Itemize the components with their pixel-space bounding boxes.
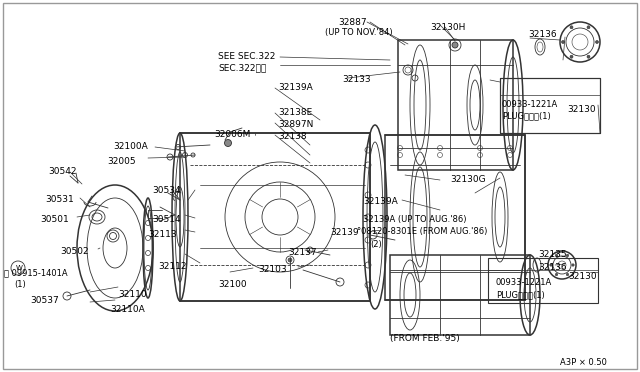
Bar: [488, 258, 598, 303]
Bar: [398, 40, 513, 170]
Text: (2): (2): [370, 240, 381, 249]
Text: 32136: 32136: [538, 263, 566, 272]
Text: 30542: 30542: [48, 167, 77, 176]
Circle shape: [452, 42, 458, 48]
Text: 32005: 32005: [107, 157, 136, 166]
Bar: [500, 78, 600, 133]
Text: (1): (1): [14, 280, 26, 289]
Circle shape: [556, 254, 557, 257]
Circle shape: [566, 254, 569, 257]
Text: 32103: 32103: [258, 265, 287, 274]
Circle shape: [587, 55, 590, 58]
Text: 32100: 32100: [218, 280, 246, 289]
Text: ⓘ 09915-1401A: ⓘ 09915-1401A: [4, 268, 68, 277]
Text: 32139A (UP TO AUG.'86): 32139A (UP TO AUG.'86): [363, 215, 467, 224]
Bar: [500, 78, 600, 133]
Text: 32130H: 32130H: [430, 23, 465, 32]
Text: (UP TO NOV.'84): (UP TO NOV.'84): [325, 28, 392, 37]
Text: 32138E: 32138E: [278, 108, 312, 117]
Text: 32137: 32137: [288, 248, 317, 257]
Circle shape: [550, 264, 552, 266]
Bar: [180, 133, 370, 301]
Bar: [390, 255, 530, 335]
Circle shape: [225, 140, 232, 147]
Text: SEE SEC.322: SEE SEC.322: [218, 52, 275, 61]
Circle shape: [561, 41, 564, 44]
Text: PLUGプラグ(1): PLUGプラグ(1): [496, 290, 545, 299]
Text: 32139A: 32139A: [278, 83, 313, 92]
Text: 32113: 32113: [148, 230, 177, 239]
Text: SEC.322参照: SEC.322参照: [218, 63, 266, 72]
Text: A3P × 0.50: A3P × 0.50: [560, 358, 607, 367]
Text: PLUGプラグ(1): PLUGプラグ(1): [502, 111, 551, 120]
Text: 32112: 32112: [158, 262, 186, 271]
Text: 32133: 32133: [342, 75, 371, 84]
Circle shape: [595, 41, 598, 44]
Text: 32130: 32130: [568, 272, 596, 281]
Circle shape: [572, 264, 574, 266]
Text: 32139: 32139: [330, 228, 358, 237]
Text: 30537: 30537: [30, 296, 59, 305]
Text: W: W: [15, 265, 22, 271]
Text: 32887: 32887: [338, 18, 367, 27]
Text: 32135: 32135: [538, 250, 566, 259]
Text: 32139A: 32139A: [363, 197, 397, 206]
Text: 32006M: 32006M: [214, 130, 250, 139]
Text: 32100A: 32100A: [113, 142, 148, 151]
Circle shape: [556, 273, 557, 276]
Text: 32136: 32136: [528, 30, 557, 39]
Text: °08120-8301E (FROM AUG.'86): °08120-8301E (FROM AUG.'86): [357, 227, 488, 236]
Text: 32897N: 32897N: [278, 120, 314, 129]
Circle shape: [570, 26, 573, 29]
Text: (FROM FEB.'95): (FROM FEB.'95): [390, 334, 460, 343]
Circle shape: [570, 55, 573, 58]
Text: 32110A: 32110A: [110, 305, 145, 314]
Text: 30514: 30514: [152, 215, 180, 224]
Bar: [385, 135, 525, 300]
Text: 32130: 32130: [567, 105, 596, 114]
Text: 32130G: 32130G: [450, 175, 486, 184]
Circle shape: [587, 26, 590, 29]
Text: 00933-1221A: 00933-1221A: [496, 278, 552, 287]
Circle shape: [566, 273, 569, 276]
Text: 30502: 30502: [60, 247, 88, 256]
Circle shape: [288, 258, 292, 262]
Text: 30531: 30531: [45, 195, 74, 204]
Text: 00933-1221A: 00933-1221A: [502, 100, 558, 109]
Text: 30501: 30501: [40, 215, 68, 224]
Text: 32110: 32110: [118, 290, 147, 299]
Text: 32138: 32138: [278, 132, 307, 141]
Text: 30534: 30534: [152, 186, 180, 195]
